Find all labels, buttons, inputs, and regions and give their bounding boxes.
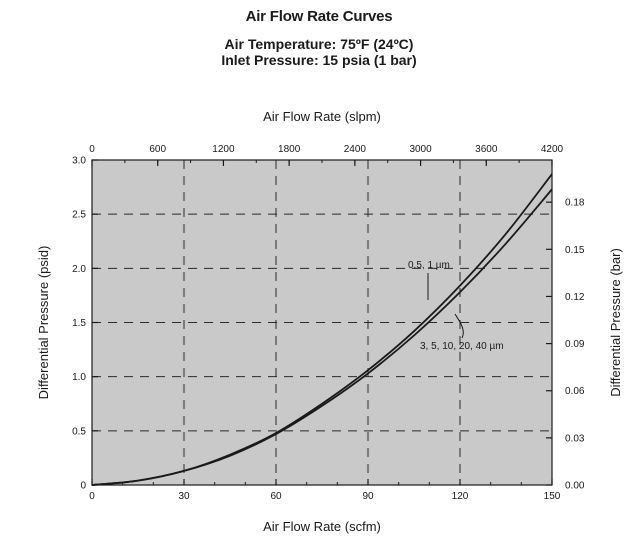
y-tick-label: 0.5 <box>72 426 86 437</box>
y-axis-label: Differential Pressure (psid) <box>36 246 51 400</box>
tick-labels: 0 30 60 90 120 150 0 600 1200 1800 2400 3000 3600 420… <box>72 144 585 502</box>
y-tick-label: 3.0 <box>72 156 86 167</box>
y-tick-label: 2.5 <box>72 210 86 221</box>
y-right-tick-label: 0.15 <box>565 245 585 256</box>
x-axis-label: Air Flow Rate (scfm) <box>263 519 381 534</box>
x-tick-label: 30 <box>178 491 190 502</box>
x-tick-label: 120 <box>452 491 469 502</box>
x-tick-label: 150 <box>544 491 561 502</box>
grid-lines <box>92 160 552 485</box>
annotations: 0.5, 1 µm 3, 5, 10, 20, 40 µm <box>408 260 504 352</box>
y-right-tick-label: 0.12 <box>565 292 585 303</box>
y-right-tick-label: 0.18 <box>565 198 585 209</box>
y-right-tick-label: 0.03 <box>565 433 585 444</box>
chart-subtitle-pressure: Inlet Pressure: 15 psia (1 bar) <box>221 52 417 68</box>
chart-subtitle-temperature: Air Temperature: 75ºF (24ºC) <box>224 36 414 52</box>
y-tick-label: 2.0 <box>72 264 86 275</box>
annotation-coarse-pointer <box>454 313 464 339</box>
axis-ticks <box>91 159 553 486</box>
x-top-tick-label: 0 <box>89 144 95 155</box>
x-top-tick-label: 4200 <box>541 144 564 155</box>
series-lines <box>91 173 553 486</box>
x-axis-top-label: Air Flow Rate (slpm) <box>263 109 381 124</box>
x-top-tick-label: 3000 <box>409 144 432 155</box>
y-right-tick-label: 0.06 <box>565 386 585 397</box>
chart-title: Air Flow Rate Curves <box>245 8 393 25</box>
series-line-2 <box>91 188 553 486</box>
y-right-tick-label: 0.09 <box>565 339 585 350</box>
x-top-tick-label: 1200 <box>212 144 235 155</box>
x-top-tick-label: 2400 <box>344 144 367 155</box>
y-tick-label: 1.5 <box>72 318 86 329</box>
y-tick-label: 0 <box>80 481 86 492</box>
y-right-tick-label: 0.00 <box>565 481 585 492</box>
x-top-tick-label: 600 <box>149 144 166 155</box>
x-top-tick-label: 3600 <box>475 144 498 155</box>
y-axis-right-label: Differential Pressure (bar) <box>608 248 623 397</box>
x-tick-label: 90 <box>362 491 374 502</box>
x-tick-label: 60 <box>270 491 282 502</box>
annotation-coarse-grades: 3, 5, 10, 20, 40 µm <box>420 341 504 352</box>
annotation-fine-grade: 0.5, 1 µm <box>408 260 450 271</box>
x-tick-label: 0 <box>89 491 95 502</box>
x-top-tick-label: 1800 <box>278 144 301 155</box>
y-tick-label: 1.0 <box>72 372 86 383</box>
